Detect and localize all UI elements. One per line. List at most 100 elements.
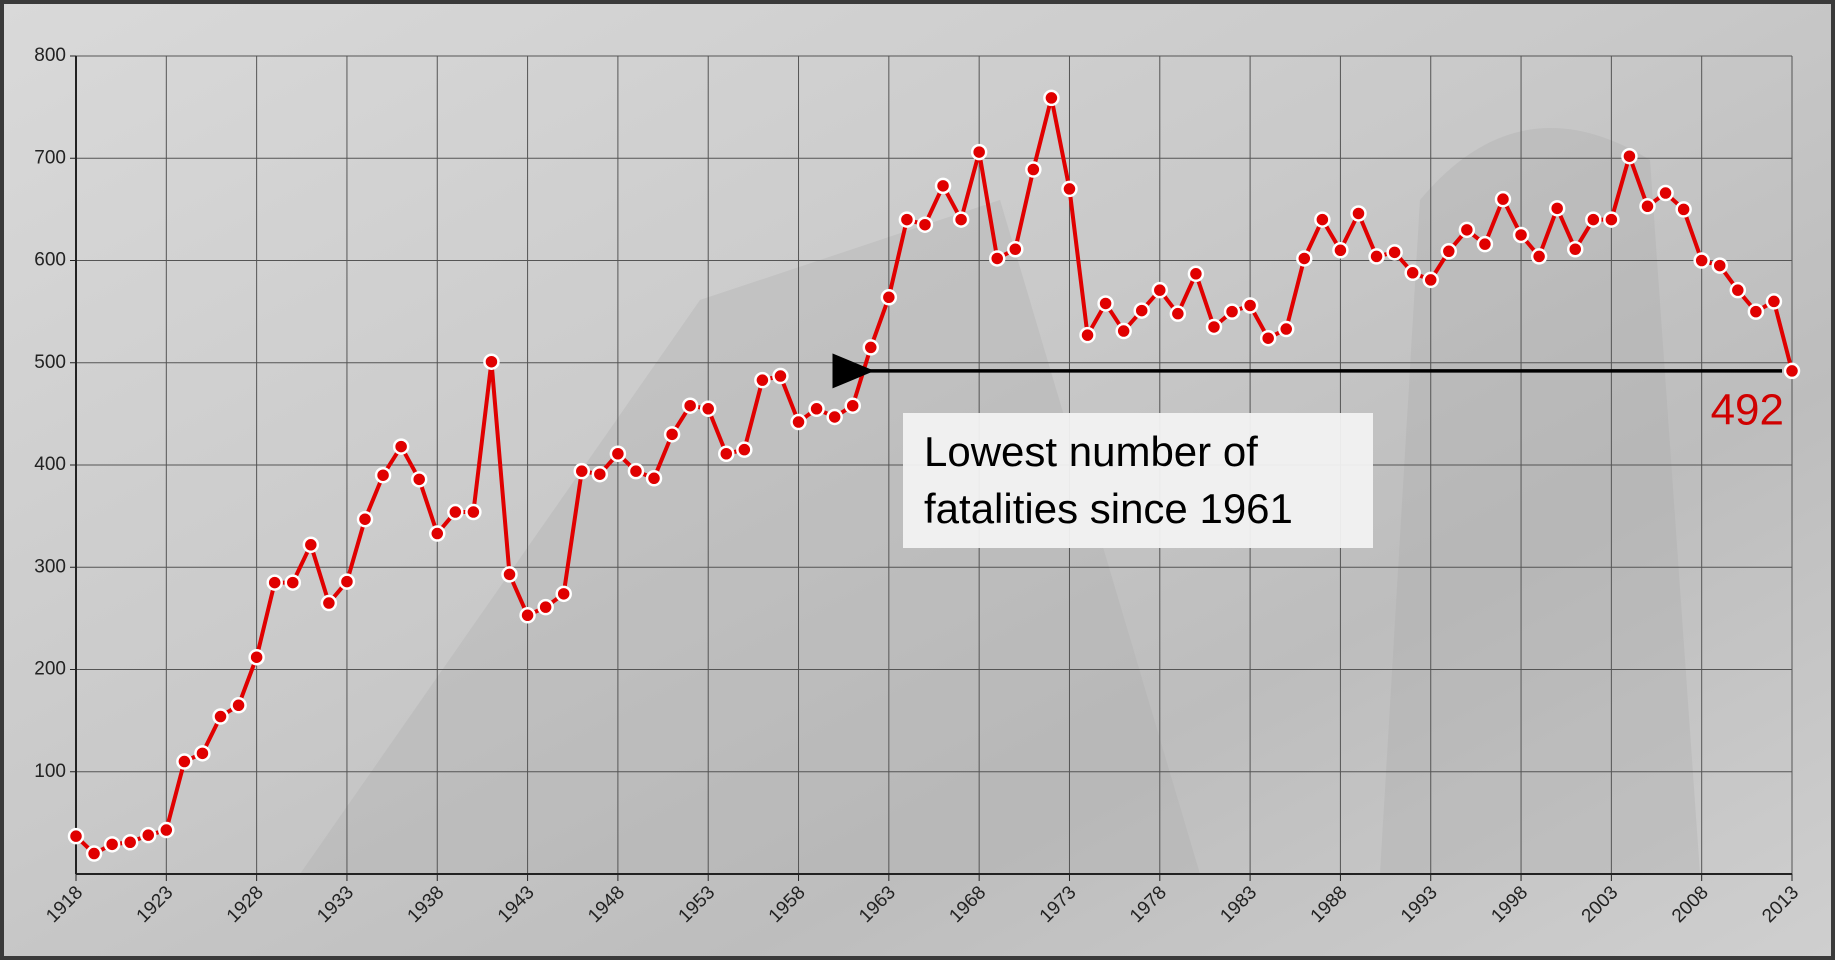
data-point [900, 213, 914, 227]
data-point [1713, 259, 1727, 273]
y-tick-label: 800 [34, 45, 66, 66]
data-point [557, 587, 571, 601]
chart: 1002003004005006007008001918192319281933… [0, 0, 1835, 960]
data-point [322, 596, 336, 610]
data-point [1604, 213, 1618, 227]
data-point [1514, 228, 1528, 242]
data-point [611, 447, 625, 461]
data-point [1550, 201, 1564, 215]
data-point [1532, 249, 1546, 263]
data-point [539, 600, 553, 614]
data-point [1767, 294, 1781, 308]
data-point [1243, 298, 1257, 312]
data-point [701, 402, 715, 416]
data-point [250, 650, 264, 664]
data-point [268, 576, 282, 590]
data-point [1496, 192, 1510, 206]
data-point [105, 837, 119, 851]
data-point [1351, 206, 1365, 220]
data-point [1135, 304, 1149, 318]
data-point [1442, 244, 1456, 258]
data-point [1586, 213, 1600, 227]
data-point [521, 608, 535, 622]
data-point [1568, 242, 1582, 256]
data-point [412, 472, 426, 486]
data-point [1622, 149, 1636, 163]
data-point [484, 355, 498, 369]
data-point [1640, 199, 1654, 213]
data-point [1315, 213, 1329, 227]
data-point [214, 710, 228, 724]
data-point [141, 828, 155, 842]
data-point [954, 213, 968, 227]
data-point [882, 290, 896, 304]
data-point [1207, 320, 1221, 334]
data-point [1062, 182, 1076, 196]
y-tick-label: 400 [34, 454, 66, 475]
data-point [1677, 202, 1691, 216]
data-point [340, 575, 354, 589]
data-point [448, 505, 462, 519]
y-tick-label: 200 [34, 659, 66, 680]
data-point [1695, 254, 1709, 268]
data-point [1099, 296, 1113, 310]
y-tick-label: 600 [34, 250, 66, 271]
data-point [846, 399, 860, 413]
data-point [1388, 245, 1402, 259]
data-point [394, 440, 408, 454]
data-point [1333, 243, 1347, 257]
data-point [683, 399, 697, 413]
data-point [719, 447, 733, 461]
data-point [792, 415, 806, 429]
data-point [177, 755, 191, 769]
data-point [1189, 267, 1203, 281]
data-point [1749, 305, 1763, 319]
data-point [1044, 91, 1058, 105]
data-point [1026, 162, 1040, 176]
data-point [1153, 283, 1167, 297]
y-tick-label: 100 [34, 761, 66, 782]
y-tick-label: 500 [34, 352, 66, 373]
data-point [593, 467, 607, 481]
data-label: 492 [1711, 386, 1784, 435]
data-point [466, 505, 480, 519]
data-point [1731, 283, 1745, 297]
data-point [1171, 307, 1185, 321]
data-point [304, 538, 318, 552]
y-tick-label: 300 [34, 556, 66, 577]
data-point [195, 746, 209, 760]
data-point [1279, 322, 1293, 336]
data-point [286, 576, 300, 590]
data-point [503, 567, 517, 581]
data-point [1424, 273, 1438, 287]
y-tick-label: 700 [34, 147, 66, 168]
data-point [864, 340, 878, 354]
data-point [376, 468, 390, 482]
data-point [737, 443, 751, 457]
data-point [1297, 251, 1311, 265]
data-point [990, 251, 1004, 265]
data-point [1117, 324, 1131, 338]
data-point [575, 464, 589, 478]
data-point [773, 369, 787, 383]
data-point [1659, 186, 1673, 200]
data-point [1081, 328, 1095, 342]
data-point [123, 835, 137, 849]
data-point [755, 373, 769, 387]
data-point [972, 145, 986, 159]
background-shape [1380, 128, 1700, 874]
data-point [1261, 331, 1275, 345]
data-point [665, 427, 679, 441]
data-point [1478, 237, 1492, 251]
data-point [1225, 305, 1239, 319]
data-point [828, 410, 842, 424]
data-point [647, 471, 661, 485]
data-point [159, 823, 173, 837]
data-point [1460, 223, 1474, 237]
data-point [69, 829, 83, 843]
data-point [1785, 364, 1799, 378]
page: {"chart_data": {"type": "line", "x": [19… [0, 0, 1835, 960]
data-point [87, 847, 101, 861]
data-point [1406, 266, 1420, 280]
data-point [430, 527, 444, 541]
